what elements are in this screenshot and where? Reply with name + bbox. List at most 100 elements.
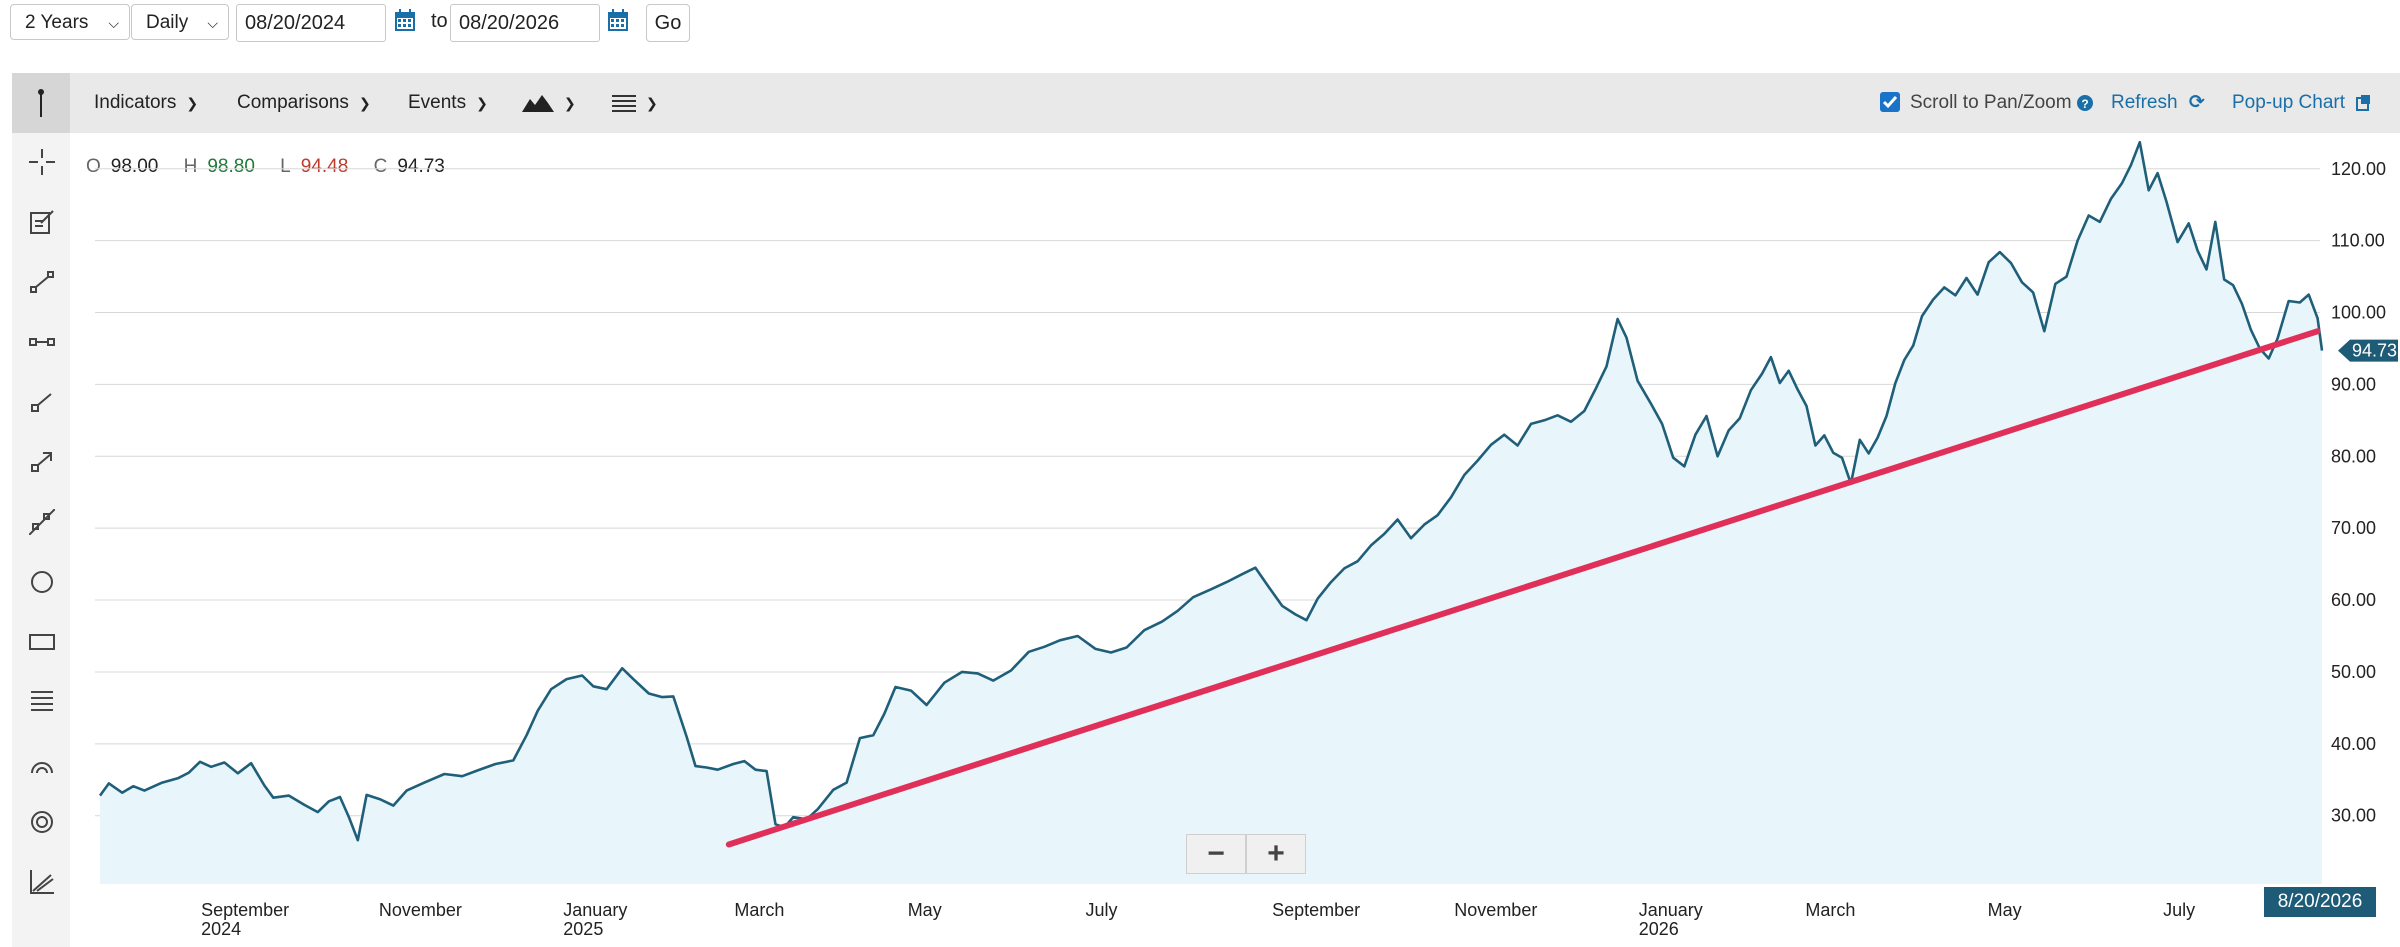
events-menu[interactable]: Events ❯ xyxy=(408,73,488,133)
arc-tool[interactable] xyxy=(12,735,70,787)
x-tick-label: March xyxy=(1805,900,1855,920)
x-tick-label: May xyxy=(908,900,942,920)
x-tick-label: July xyxy=(1085,900,1117,920)
ray-tool[interactable] xyxy=(12,375,70,427)
calendar-icon[interactable] xyxy=(607,8,629,32)
chevron-down-icon: ❯ xyxy=(358,95,371,111)
x-tick-label: January xyxy=(563,900,627,920)
y-tick-label: 30.00 xyxy=(2331,806,2376,826)
to-label: to xyxy=(431,10,448,32)
go-button[interactable]: Go xyxy=(646,4,690,42)
y-tick-label: 80.00 xyxy=(2331,446,2376,466)
chevron-down-icon: ❯ xyxy=(186,95,199,111)
x-tick-label: September xyxy=(1272,900,1360,920)
close-value: 94.73 xyxy=(397,156,445,177)
scroll-to-pan-label: Scroll to Pan/Zoom ? xyxy=(1910,73,2093,133)
refresh-button[interactable]: Refresh ⟳ xyxy=(2111,73,2205,133)
events-label: Events xyxy=(408,92,467,113)
popup-icon xyxy=(2356,94,2371,111)
note-icon xyxy=(30,210,54,234)
extended-line-icon xyxy=(29,509,55,535)
chevron-down-icon: ❯ xyxy=(564,95,576,111)
interval-select[interactable]: Daily ⌵ xyxy=(131,4,229,40)
x-tick-label: January xyxy=(1639,900,1703,920)
trendline[interactable] xyxy=(725,328,2321,848)
popup-chart-button[interactable]: Pop-up Chart xyxy=(2232,73,2371,133)
close-label: C xyxy=(373,156,388,177)
y-tick-label: 120.00 xyxy=(2331,159,2386,179)
last-price-label: 94.73 xyxy=(2352,341,2397,361)
comparisons-label: Comparisons xyxy=(237,92,349,113)
ray-icon xyxy=(31,393,52,412)
extended-line-tool[interactable] xyxy=(12,495,70,547)
horizontal-segment-icon xyxy=(29,338,55,346)
zoom-out-button[interactable]: − xyxy=(1186,834,1246,874)
price-line[interactable] xyxy=(98,140,2324,842)
circle-icon xyxy=(31,571,53,593)
y-tick-label: 100.00 xyxy=(2331,303,2386,323)
comparisons-menu[interactable]: Comparisons ❯ xyxy=(237,73,371,133)
list-icon xyxy=(612,94,636,112)
chart-toolbar: Indicators ❯ Comparisons ❯ Events ❯ ❯ ❯ Scr… xyxy=(12,73,2400,133)
x-tick-label: September xyxy=(201,900,289,920)
x-tick-label: March xyxy=(734,900,784,920)
chevron-down-icon: ❯ xyxy=(646,95,658,111)
start-date-input[interactable]: 08/20/2024 xyxy=(236,4,386,42)
popup-chart-label: Pop-up Chart xyxy=(2232,92,2346,113)
scroll-to-pan-checkbox[interactable] xyxy=(1880,92,1900,112)
y-tick-label: 50.00 xyxy=(2331,662,2376,682)
mountain-chart-icon xyxy=(522,94,554,112)
calendar-icon[interactable] xyxy=(394,8,416,32)
arrow-tool[interactable] xyxy=(12,435,70,487)
y-tick-label: 110.00 xyxy=(2331,231,2385,251)
x-tick-year-label: 2025 xyxy=(563,919,603,939)
x-tick-year-label: 2024 xyxy=(201,919,241,939)
end-date-input[interactable]: 08/20/2026 xyxy=(450,4,600,42)
line-tool[interactable] xyxy=(12,255,70,307)
last-price-badge xyxy=(2338,339,2398,362)
rectangle-tool[interactable] xyxy=(12,615,70,667)
x-tick-label: November xyxy=(379,900,462,920)
note-tool[interactable] xyxy=(12,195,70,247)
current-date-badge: 8/20/2026 xyxy=(2264,887,2376,917)
high-label: H xyxy=(183,156,198,177)
low-label: L xyxy=(280,156,291,177)
help-icon[interactable]: ? xyxy=(2076,94,2093,111)
line-icon xyxy=(30,271,54,293)
y-tick-label: 60.00 xyxy=(2331,590,2376,610)
target-icon xyxy=(31,811,53,833)
fibonacci-tool[interactable] xyxy=(12,675,70,727)
y-tick-label: 40.00 xyxy=(2331,734,2376,754)
trend-channel-tool[interactable] xyxy=(12,855,70,907)
chevron-down-icon: ⌵ xyxy=(207,15,218,31)
x-tick-label: July xyxy=(2163,900,2195,920)
arc-icon xyxy=(31,762,53,774)
crosshair-icon xyxy=(29,149,55,175)
ohlc-readout: O 98.00 H 98.80 L 94.48 C 94.73 xyxy=(86,156,465,178)
chart-settings-menu[interactable]: ❯ xyxy=(612,73,658,133)
target-tool[interactable] xyxy=(12,795,70,847)
crosshair-tool[interactable] xyxy=(12,135,70,187)
zoom-in-button[interactable]: + xyxy=(1246,834,1306,874)
date-range-bar: 2 Years ⌵ Daily ⌵ 08/20/2024 to 08/20/20… xyxy=(0,0,2400,46)
refresh-label: Refresh xyxy=(2111,92,2178,113)
refresh-icon: ⟳ xyxy=(2188,92,2205,113)
low-value: 94.48 xyxy=(300,156,349,177)
trend-channel-icon xyxy=(30,870,54,894)
x-tick-label: May xyxy=(1988,900,2022,920)
zoom-controls: − + xyxy=(1186,834,1306,874)
period-select[interactable]: 2 Years ⌵ xyxy=(10,4,130,40)
x-tick-label: November xyxy=(1454,900,1537,920)
chevron-down-icon: ⌵ xyxy=(108,15,119,31)
x-tick-year-label: 2026 xyxy=(1639,919,1679,939)
horizontal-segment-tool[interactable] xyxy=(12,315,70,367)
price-area-fill xyxy=(100,142,2322,884)
indicators-menu[interactable]: Indicators ❯ xyxy=(94,73,198,133)
pointer-tool[interactable] xyxy=(12,73,70,133)
fibonacci-icon xyxy=(31,691,53,711)
y-tick-label: 90.00 xyxy=(2331,374,2376,394)
chart-type-menu[interactable]: ❯ xyxy=(522,73,576,133)
circle-tool[interactable] xyxy=(12,555,70,607)
indicators-label: Indicators xyxy=(94,92,177,113)
